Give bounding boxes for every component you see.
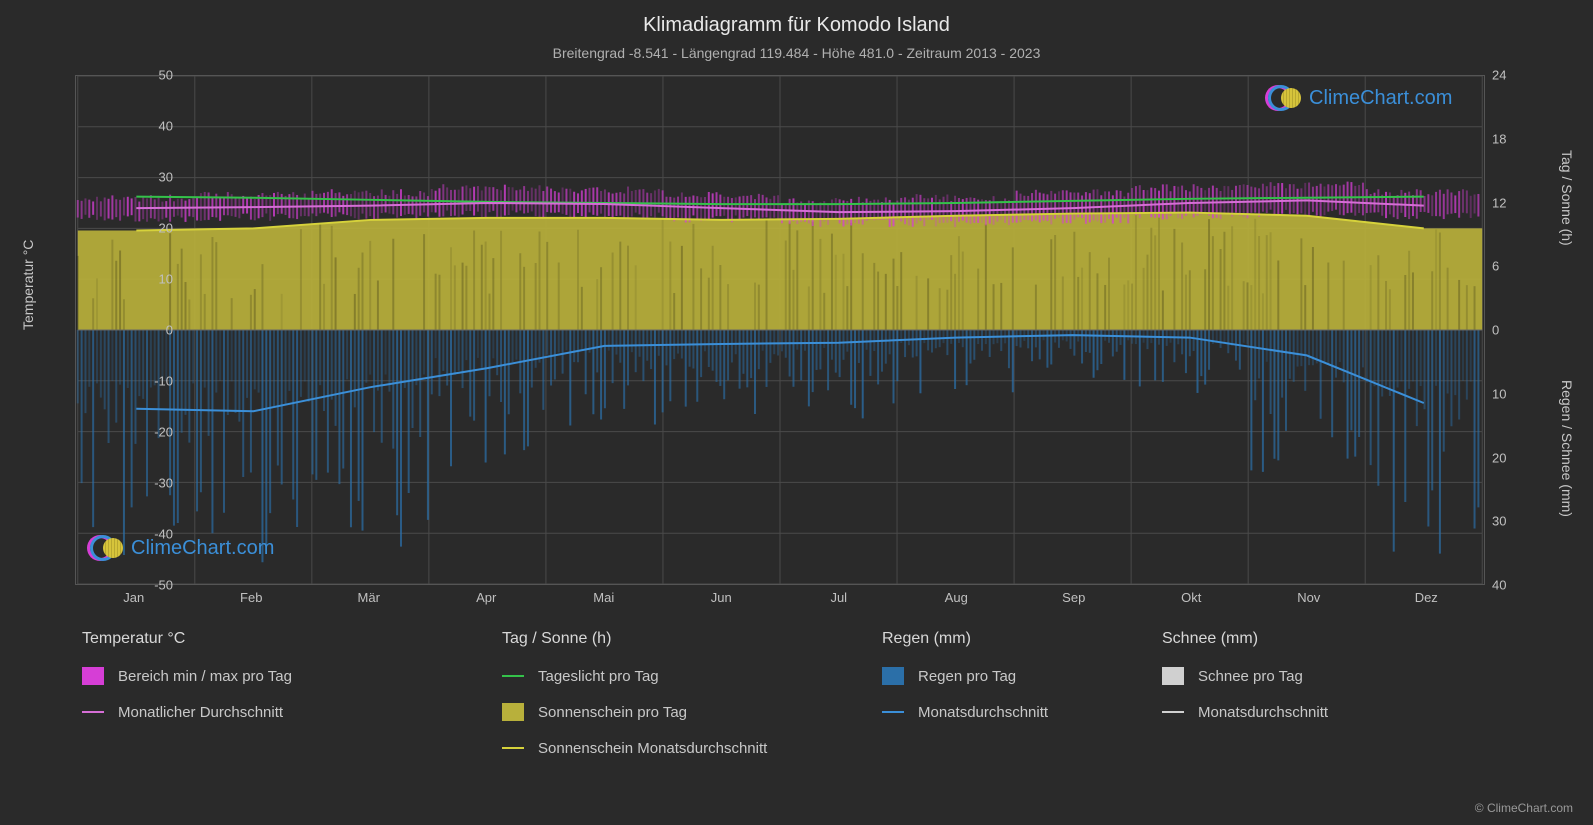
legend-line-icon xyxy=(882,711,904,713)
ytick-right-mm: 40 xyxy=(1492,578,1506,593)
legend-line-icon xyxy=(1162,711,1184,713)
ytick-right-hours: 0 xyxy=(1492,323,1499,338)
legend-heading: Tag / Sonne (h) xyxy=(502,630,872,648)
legend-column: Regen (mm) Regen pro Tag Monatsdurchschnit… xyxy=(882,630,1162,774)
legend-heading: Schnee (mm) xyxy=(1162,630,1432,648)
legend-swatch-icon xyxy=(502,703,524,721)
ytick-left: 40 xyxy=(73,119,173,134)
ytick-right-mm: 10 xyxy=(1492,386,1506,401)
sunshine-daily-fill xyxy=(78,213,1482,330)
yaxis-right-label-bottom: Regen / Schnee (mm) xyxy=(1559,380,1575,517)
legend-heading: Temperatur °C xyxy=(82,630,492,648)
legend-column: Temperatur °C Bereich min / max pro Tag Mo… xyxy=(82,630,502,774)
legend-label: Tageslicht pro Tag xyxy=(538,668,659,685)
ytick-left: -10 xyxy=(73,374,173,389)
legend-item: Monatlicher Durchschnitt xyxy=(82,702,492,722)
legend-item: Schnee pro Tag xyxy=(1162,666,1432,686)
ytick-left: 50 xyxy=(73,68,173,83)
yaxis-right-label-top: Tag / Sonne (h) xyxy=(1559,150,1575,246)
legend-item: Bereich min / max pro Tag xyxy=(82,666,492,686)
legend-line-icon xyxy=(502,747,524,749)
xtick-month: Nov xyxy=(1297,590,1320,605)
legend-line-icon xyxy=(502,675,524,677)
legend-item: Regen pro Tag xyxy=(882,666,1152,686)
ytick-right-mm: 20 xyxy=(1492,450,1506,465)
chart-area: ClimeChart.com ClimeChart.com xyxy=(75,75,1485,585)
legend-label: Regen pro Tag xyxy=(918,668,1016,685)
chart-plot xyxy=(75,75,1485,585)
xtick-month: Dez xyxy=(1415,590,1438,605)
ytick-right-hours: 12 xyxy=(1492,195,1506,210)
legend-label: Sonnenschein pro Tag xyxy=(538,704,687,721)
rain-daily-fill xyxy=(78,330,1479,562)
legend: Temperatur °C Bereich min / max pro Tag Mo… xyxy=(82,630,1512,774)
xtick-month: Mär xyxy=(358,590,380,605)
legend-label: Monatlicher Durchschnitt xyxy=(118,704,283,721)
ytick-left: -40 xyxy=(73,527,173,542)
ytick-right-hours: 18 xyxy=(1492,131,1506,146)
legend-swatch-icon xyxy=(82,667,104,685)
ytick-left: 10 xyxy=(73,272,173,287)
legend-heading: Regen (mm) xyxy=(882,630,1152,648)
legend-label: Sonnenschein Monatsdurchschnitt xyxy=(538,740,767,757)
xtick-month: Feb xyxy=(240,590,262,605)
ytick-right-hours: 24 xyxy=(1492,68,1506,83)
legend-item: Tageslicht pro Tag xyxy=(502,666,872,686)
xtick-month: Okt xyxy=(1181,590,1201,605)
ytick-right-mm: 30 xyxy=(1492,514,1506,529)
legend-label: Bereich min / max pro Tag xyxy=(118,668,292,685)
ytick-left: 0 xyxy=(73,323,173,338)
ytick-right-hours: 6 xyxy=(1492,259,1499,274)
ytick-left: -30 xyxy=(73,476,173,491)
legend-label: Monatsdurchschnitt xyxy=(918,704,1048,721)
climechart-logo-icon xyxy=(1265,83,1301,113)
legend-label: Schnee pro Tag xyxy=(1198,668,1303,685)
watermark-text: ClimeChart.com xyxy=(1309,87,1452,110)
watermark-top: ClimeChart.com xyxy=(1265,83,1452,113)
xtick-month: Apr xyxy=(476,590,496,605)
legend-swatch-icon xyxy=(1162,667,1184,685)
xtick-month: Mai xyxy=(593,590,614,605)
chart-title: Klimadiagramm für Komodo Island xyxy=(0,0,1593,37)
legend-label: Monatsdurchschnitt xyxy=(1198,704,1328,721)
chart-subtitle: Breitengrad -8.541 - Längengrad 119.484 … xyxy=(0,37,1593,61)
legend-item: Monatsdurchschnitt xyxy=(1162,702,1432,722)
ytick-left: -20 xyxy=(73,425,173,440)
xtick-month: Jan xyxy=(123,590,144,605)
legend-item: Sonnenschein pro Tag xyxy=(502,702,872,722)
legend-column: Tag / Sonne (h) Tageslicht pro Tag Sonnens… xyxy=(502,630,882,774)
copyright: © ClimeChart.com xyxy=(1475,801,1573,815)
legend-column: Schnee (mm) Schnee pro Tag Monatsdurchschn… xyxy=(1162,630,1442,774)
xtick-month: Jun xyxy=(711,590,732,605)
yaxis-left-label: Temperatur °C xyxy=(20,240,36,330)
xtick-month: Aug xyxy=(945,590,968,605)
legend-item: Monatsdurchschnitt xyxy=(882,702,1152,722)
ytick-left: 20 xyxy=(73,221,173,236)
xtick-month: Jul xyxy=(830,590,847,605)
ytick-left: 30 xyxy=(73,170,173,185)
legend-line-icon xyxy=(82,711,104,713)
xtick-month: Sep xyxy=(1062,590,1085,605)
legend-item: Sonnenschein Monatsdurchschnitt xyxy=(502,738,872,758)
legend-swatch-icon xyxy=(882,667,904,685)
